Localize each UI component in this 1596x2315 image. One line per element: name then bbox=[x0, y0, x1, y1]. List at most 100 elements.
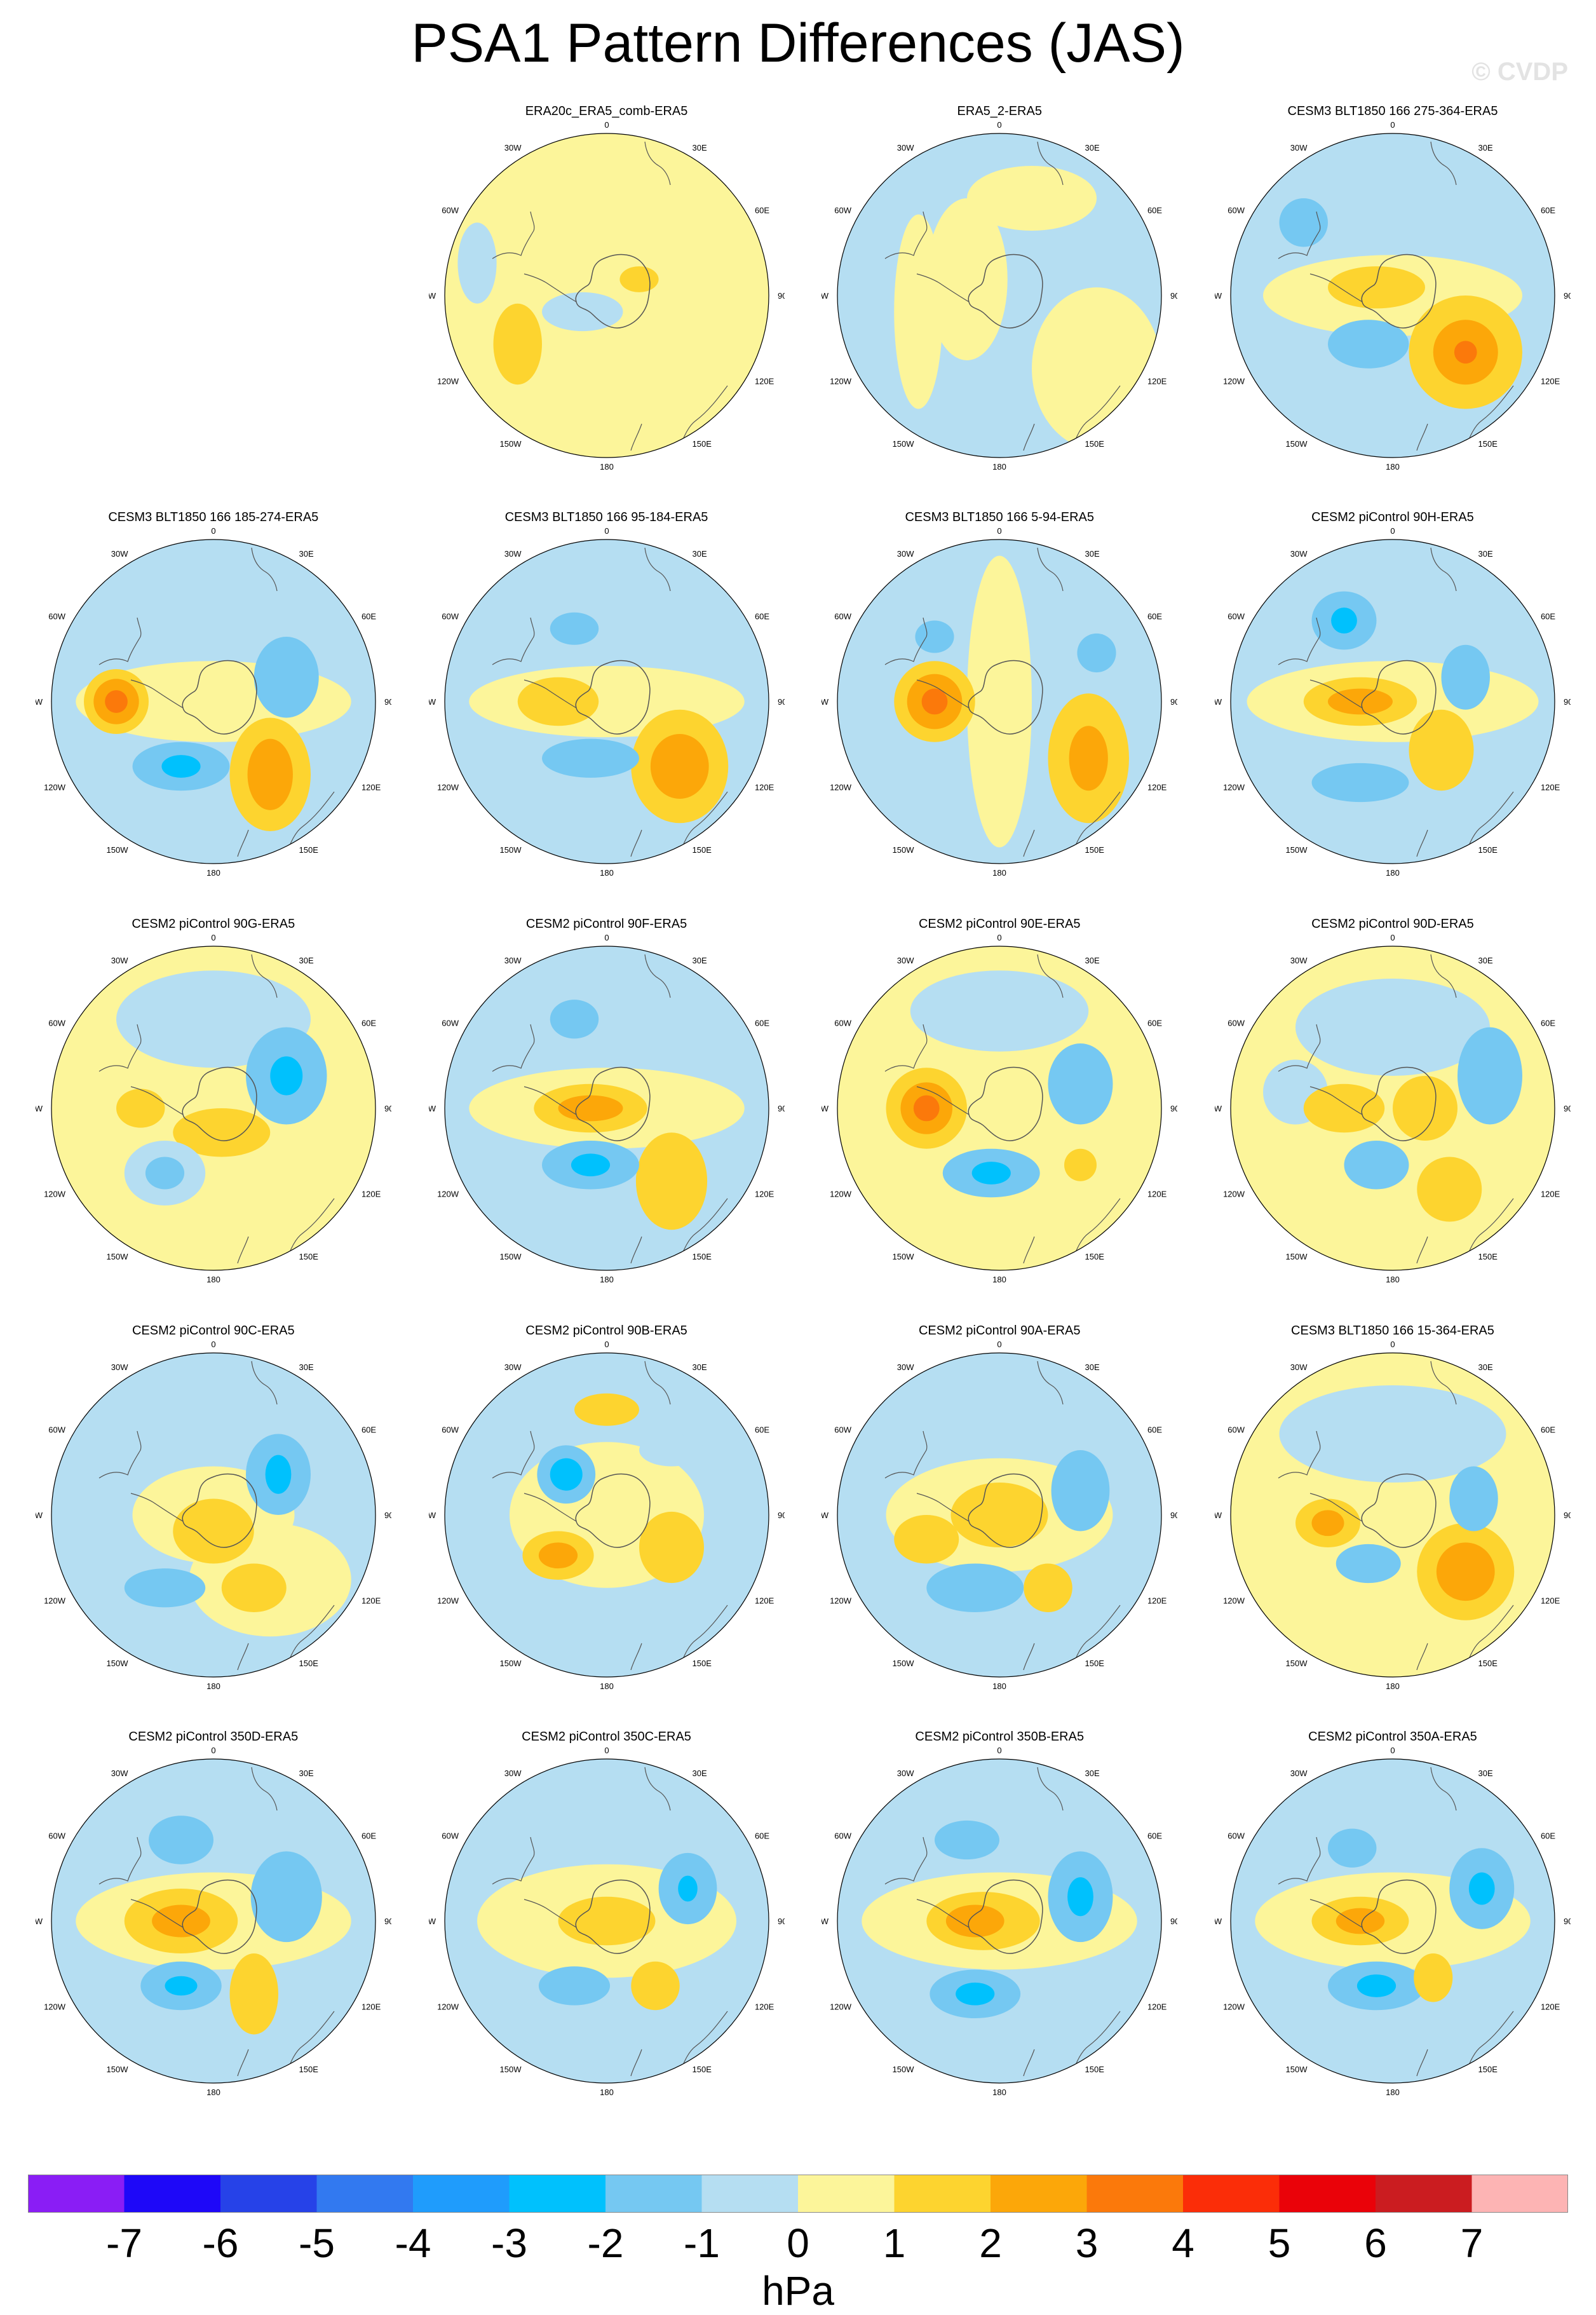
longitude-label: 30W bbox=[504, 956, 521, 965]
colorbar-border bbox=[28, 2175, 1568, 2213]
antarctica-coastline bbox=[182, 660, 257, 735]
longitude-label: 120W bbox=[830, 376, 852, 386]
south-america-coastline bbox=[98, 1430, 142, 1479]
longitude-label: 60W bbox=[835, 1831, 852, 1841]
longitude-label: 90W bbox=[822, 1511, 829, 1520]
peninsula-coastline bbox=[524, 1086, 576, 1115]
anomaly-contour bbox=[1327, 689, 1393, 715]
longitude-label: 150W bbox=[893, 1659, 915, 1668]
colorbar-tick-label: 0 bbox=[787, 2220, 809, 2266]
longitude-label: 60E bbox=[362, 1425, 376, 1434]
map-panels-grid: ERA20c_ERA5_comb-ERA5 0 30E 60E 90E 120E 150E 1… bbox=[36, 104, 1571, 2098]
panel-title: CESM2 piControl 90B-ERA5 bbox=[525, 1323, 687, 1338]
longitude-label: 60W bbox=[442, 1425, 459, 1434]
anomaly-contour bbox=[1279, 1385, 1506, 1483]
anomaly-contour bbox=[1311, 1510, 1344, 1536]
anomaly-contour bbox=[1441, 645, 1490, 710]
colorbar bbox=[28, 2175, 1568, 2213]
longitude-label: 90E bbox=[778, 1917, 785, 1926]
new-zealand-coastline bbox=[630, 423, 642, 451]
new-zealand-coastline bbox=[1023, 1643, 1035, 1670]
africa-coastline bbox=[1037, 954, 1064, 998]
anomaly-contour bbox=[635, 1132, 707, 1230]
longitude-label: 120W bbox=[1223, 1190, 1245, 1199]
longitude-label: 0 bbox=[211, 933, 215, 942]
longitude-label: 30W bbox=[1290, 1768, 1308, 1778]
colorbar-swatch bbox=[894, 2175, 991, 2213]
longitude-label: 60E bbox=[754, 1425, 769, 1434]
antarctica-coastline bbox=[1361, 254, 1437, 329]
longitude-label: 60E bbox=[1147, 205, 1162, 215]
anomaly-contour bbox=[1449, 1466, 1498, 1531]
colorbar-swatch bbox=[701, 2175, 799, 2213]
anomaly-contour bbox=[550, 1458, 583, 1491]
longitude-label: 0 bbox=[998, 933, 1002, 942]
longitude-label: 0 bbox=[1390, 1746, 1395, 1755]
peninsula-coastline bbox=[130, 1493, 184, 1522]
longitude-label: 60W bbox=[442, 205, 459, 215]
longitude-label: 90E bbox=[1564, 1511, 1571, 1520]
colorbar-tick-label: -6 bbox=[202, 2220, 239, 2266]
longitude-label: 120W bbox=[44, 1190, 66, 1199]
longitude-label: 60E bbox=[1541, 1831, 1555, 1841]
map-boundary bbox=[837, 946, 1162, 1271]
map-panel: CESM2 piControl 90C-ERA5 0 30E 60E 90E 120E 15… bbox=[36, 1323, 391, 1717]
colorbar-tick-label: -1 bbox=[684, 2220, 720, 2266]
map-boundary bbox=[1230, 133, 1555, 458]
longitude-label: 30E bbox=[1085, 956, 1100, 965]
anomaly-contour bbox=[926, 198, 1008, 360]
anomaly-contour bbox=[151, 1904, 210, 1938]
panel-title: CESM2 piControl 350C-ERA5 bbox=[522, 1730, 691, 1744]
anomaly-contour bbox=[1327, 1829, 1377, 1868]
longitude-label: 0 bbox=[1390, 120, 1395, 130]
longitude-label: 90W bbox=[822, 1104, 829, 1113]
longitude-label: 150W bbox=[499, 1252, 522, 1261]
polar-stereographic-map: 0 30E 60E 90E 120E 150E 180 150W 120W 90W 60W 30W bbox=[429, 933, 785, 1284]
longitude-label: 180 bbox=[992, 1681, 1006, 1691]
longitude-label: 60W bbox=[1227, 205, 1245, 215]
anomaly-contour bbox=[247, 739, 293, 811]
longitude-label: 120E bbox=[754, 376, 774, 386]
longitude-label: 60E bbox=[1541, 205, 1555, 215]
africa-coastline bbox=[644, 1361, 671, 1404]
south-america-coastline bbox=[98, 618, 142, 665]
longitude-label: 0 bbox=[211, 1746, 215, 1755]
colorbar-swatch bbox=[991, 2175, 1087, 2213]
longitude-label: 120W bbox=[437, 1190, 459, 1199]
longitude-label: 30W bbox=[504, 550, 521, 559]
longitude-label: 90W bbox=[1215, 1104, 1222, 1113]
colorbar-tick-label: -2 bbox=[587, 2220, 624, 2266]
south-america-coastline bbox=[1278, 618, 1321, 665]
antarctica-coastline bbox=[575, 254, 651, 329]
anomaly-contour bbox=[650, 734, 709, 799]
africa-coastline bbox=[644, 141, 671, 185]
longitude-label: 0 bbox=[604, 526, 609, 536]
polar-stereographic-map: 0 30E 60E 90E 120E 150E 180 150W 120W 90W 60W 30W bbox=[36, 933, 391, 1284]
longitude-label: 90W bbox=[429, 1511, 436, 1520]
longitude-label: 120E bbox=[754, 1596, 774, 1605]
longitude-label: 150E bbox=[692, 439, 712, 449]
colorbar-tick-label: 3 bbox=[1075, 2220, 1099, 2266]
longitude-label: 0 bbox=[211, 526, 215, 536]
south-america-coastline bbox=[492, 1837, 534, 1885]
longitude-label: 120W bbox=[44, 2002, 66, 2012]
longitude-label: 120E bbox=[754, 783, 774, 792]
longitude-label: 90W bbox=[429, 697, 436, 707]
anomaly-contour bbox=[950, 1482, 1048, 1547]
longitude-label: 150W bbox=[106, 2065, 128, 2074]
south-america-coastline bbox=[1278, 1837, 1321, 1885]
new-zealand-coastline bbox=[237, 1236, 249, 1264]
longitude-label: 150W bbox=[106, 1252, 128, 1261]
africa-coastline bbox=[1037, 1767, 1064, 1811]
longitude-label: 120E bbox=[362, 1596, 381, 1605]
longitude-label: 180 bbox=[1386, 1681, 1400, 1691]
longitude-label: 0 bbox=[1390, 1340, 1395, 1349]
africa-coastline bbox=[644, 954, 671, 998]
longitude-label: 150W bbox=[1286, 845, 1308, 855]
polar-stereographic-map: 0 30E 60E 90E 120E 150E 180 150W 120W 90W 60W 30W bbox=[429, 120, 785, 472]
antarctica-coastline bbox=[968, 1473, 1043, 1548]
anomaly-contour bbox=[116, 1089, 165, 1128]
